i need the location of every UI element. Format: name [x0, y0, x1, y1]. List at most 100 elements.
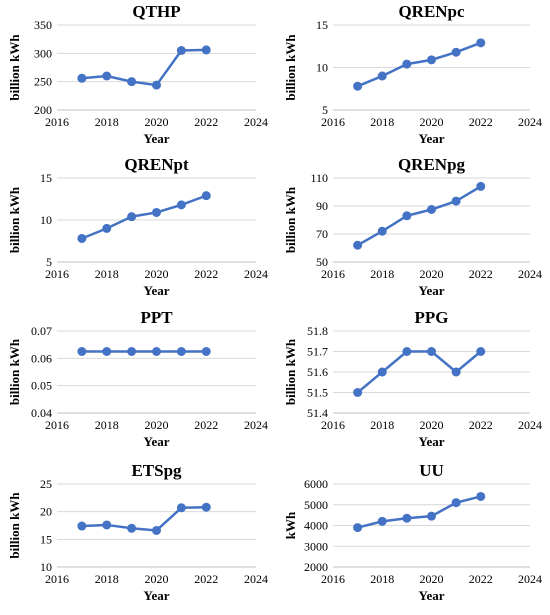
x-tick-label: 2020 [145, 267, 169, 281]
x-tick-label: 2018 [95, 267, 119, 281]
y-tick-label: 15 [40, 532, 52, 546]
x-axis-label: Year [144, 588, 170, 603]
data-point [427, 347, 436, 356]
series-line [81, 505, 207, 532]
x-tick-label: 2016 [45, 115, 69, 129]
y-axis-label: kWh [283, 511, 298, 539]
data-point [176, 503, 186, 513]
data-point [377, 516, 387, 526]
x-axis-label: Year [144, 434, 170, 449]
y-tick-label: 0.05 [31, 379, 52, 393]
y-tick-label: 25 [40, 477, 52, 491]
data-point [77, 347, 87, 356]
y-tick-label: 2000 [304, 560, 328, 574]
x-tick-label: 2022 [469, 267, 493, 281]
chart-title: UU [419, 461, 444, 480]
data-point [102, 223, 112, 233]
x-tick-label: 2024 [244, 418, 268, 432]
chart-panel-6: 51.4 51.5 51.6 51.7 51.8 2016 2018 2020 2022 2024… [283, 308, 542, 449]
y-axis-label: billion kWh [7, 34, 22, 101]
data-point [353, 388, 363, 397]
x-tick-label: 2024 [518, 115, 542, 129]
chart-panel-5: 0.04 0.05 0.06 0.07 2016 2018 2020 2022 2024 PPT Y… [7, 308, 268, 449]
data-point [77, 233, 87, 243]
y-tick-label: 5 [322, 103, 328, 117]
data-point [451, 196, 461, 206]
y-axis-label: billion kWh [283, 338, 298, 405]
y-tick-label: 3000 [304, 539, 328, 553]
data-point [402, 347, 412, 356]
data-point [451, 367, 461, 377]
data-point [127, 523, 137, 533]
y-tick-label: 51.6 [307, 365, 328, 379]
x-tick-label: 2016 [45, 572, 69, 586]
x-tick-label: 2018 [370, 267, 394, 281]
x-tick-label: 2018 [95, 418, 119, 432]
data-point [201, 45, 211, 55]
data-point [77, 521, 87, 531]
y-tick-label: 70 [316, 227, 328, 241]
data-point [427, 511, 436, 521]
y-axis-label: billion kWh [7, 492, 22, 559]
x-tick-label: 2018 [370, 418, 394, 432]
data-point [476, 181, 486, 191]
x-tick-label: 2018 [95, 572, 119, 586]
data-point [377, 226, 387, 236]
data-point [451, 498, 461, 508]
series-line [357, 495, 482, 529]
x-tick-label: 2024 [518, 267, 542, 281]
chart-panel-4: 50 70 90 110 2016 2018 2020 2022 2024 QRENpg Year b… [283, 155, 542, 298]
data-point [102, 347, 112, 356]
x-tick-label: 2016 [321, 267, 345, 281]
y-tick-label: 10 [40, 560, 52, 574]
data-point [176, 347, 186, 356]
x-axis-label: Year [419, 131, 445, 146]
y-tick-label: 0.06 [31, 351, 52, 365]
y-tick-label: 200 [34, 103, 52, 117]
x-tick-label: 2016 [45, 418, 69, 432]
data-point [127, 77, 137, 87]
chart-panel-7: 10 15 20 25 2016 2018 2020 2022 2024 ETSpg Year bil… [7, 461, 268, 603]
x-tick-label: 2022 [194, 572, 218, 586]
x-axis-label: Year [419, 434, 445, 449]
x-axis-label: Year [419, 283, 445, 298]
data-point [353, 81, 363, 91]
x-tick-label: 2018 [95, 115, 119, 129]
chart-panel-8: 2000 3000 4000 5000 6000 2016 2018 2020 2022 2024… [283, 461, 542, 603]
data-point [127, 212, 137, 222]
data-point [451, 47, 461, 57]
x-tick-label: 2016 [321, 572, 345, 586]
data-point [476, 38, 486, 48]
data-point [201, 191, 211, 201]
y-tick-label: 6000 [304, 477, 328, 491]
y-axis-label: billion kWh [7, 338, 22, 405]
x-tick-label: 2022 [469, 115, 493, 129]
chart-title: QRENpt [124, 155, 189, 174]
data-point [402, 211, 412, 221]
x-tick-label: 2020 [145, 572, 169, 586]
y-tick-label: 50 [316, 255, 328, 269]
x-tick-label: 2020 [145, 115, 169, 129]
y-axis-label: billion kWh [283, 186, 298, 253]
y-tick-label: 0.04 [31, 406, 52, 420]
series-line [357, 41, 482, 88]
y-tick-label: 20 [40, 505, 52, 519]
y-tick-label: 15 [316, 18, 328, 32]
x-tick-label: 2024 [244, 115, 268, 129]
chart-panel-3: 5 10 15 2016 2018 2020 2022 2024 QRENpt Year billi… [7, 155, 268, 298]
y-tick-label: 10 [40, 213, 52, 227]
data-point [152, 80, 161, 90]
data-point [77, 73, 87, 83]
data-point [402, 513, 412, 523]
data-point [402, 59, 412, 69]
chart-panel-2: 5 10 15 2016 2018 2020 2022 2024 QRENpc Year billi… [283, 2, 542, 146]
data-point [201, 502, 211, 512]
chart-title: ETSpg [131, 461, 182, 480]
y-tick-label: 10 [316, 61, 328, 75]
x-tick-label: 2020 [420, 267, 444, 281]
x-tick-label: 2020 [420, 572, 444, 586]
data-point [176, 200, 186, 210]
y-axis-label: billion kWh [7, 186, 22, 253]
x-tick-label: 2018 [370, 115, 394, 129]
